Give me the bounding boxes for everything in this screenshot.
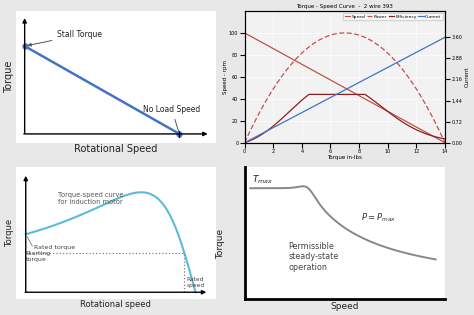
Title: Torque - Speed Curve  -  2 wire 393: Torque - Speed Curve - 2 wire 393 xyxy=(296,4,393,9)
X-axis label: Speed: Speed xyxy=(330,302,359,311)
Y-axis label: Torque: Torque xyxy=(4,61,14,93)
Power xyxy=(242,141,247,145)
Power xyxy=(368,39,374,43)
Power xyxy=(321,36,327,40)
Efficiency xyxy=(242,141,247,145)
Text: Torque-speed curve
for induction motor: Torque-speed curve for induction motor xyxy=(57,192,123,205)
Current xyxy=(368,75,374,78)
Power xyxy=(388,54,393,58)
Speed xyxy=(442,141,448,145)
X-axis label: Torque in-lbs: Torque in-lbs xyxy=(328,155,362,160)
Power xyxy=(342,31,347,35)
Power xyxy=(266,94,272,98)
Text: Rated
speed: Rated speed xyxy=(186,277,204,288)
Line: Current: Current xyxy=(245,37,445,143)
Efficiency xyxy=(368,97,374,100)
Efficiency xyxy=(308,93,313,96)
Text: Torque: Torque xyxy=(216,229,225,259)
Line: Efficiency: Efficiency xyxy=(245,94,445,143)
X-axis label: Rotational speed: Rotational speed xyxy=(80,301,151,309)
Line: Power: Power xyxy=(245,33,445,143)
Efficiency xyxy=(266,128,272,132)
Power xyxy=(442,141,448,145)
Current xyxy=(387,64,393,68)
Efficiency xyxy=(387,111,392,115)
Power xyxy=(387,53,392,57)
Speed xyxy=(387,111,393,115)
Current xyxy=(386,65,392,68)
Text: Permissible
steady-state
operation: Permissible steady-state operation xyxy=(289,242,339,272)
Y-axis label: Torque: Torque xyxy=(5,219,14,247)
Y-axis label: Current: Current xyxy=(465,66,470,87)
Speed xyxy=(386,110,392,114)
Speed xyxy=(307,67,313,71)
Efficiency xyxy=(321,93,327,96)
Y-axis label: Speed - rpm: Speed - rpm xyxy=(223,60,228,94)
Efficiency xyxy=(442,137,448,141)
Current xyxy=(442,35,448,39)
Text: $T_{max}$: $T_{max}$ xyxy=(252,173,273,186)
Efficiency xyxy=(307,93,312,96)
Current xyxy=(321,99,327,103)
X-axis label: Rotational Speed: Rotational Speed xyxy=(74,144,157,154)
Text: $P=P_{max}$: $P=P_{max}$ xyxy=(361,211,396,224)
Legend: Speed, Power, Efficiency, Current: Speed, Power, Efficiency, Current xyxy=(343,13,443,20)
Line: Speed: Speed xyxy=(245,33,445,143)
Power xyxy=(307,44,313,48)
Text: Starting
torque: Starting torque xyxy=(26,237,51,262)
Speed xyxy=(321,74,327,78)
Speed xyxy=(242,31,247,35)
Text: Stall Torque: Stall Torque xyxy=(28,30,102,46)
Current xyxy=(307,106,313,110)
Text: No Load Speed: No Load Speed xyxy=(143,105,201,131)
Speed xyxy=(266,44,272,48)
Current xyxy=(242,141,247,145)
Efficiency xyxy=(388,112,393,116)
Text: Rated torque: Rated torque xyxy=(34,245,75,250)
Speed xyxy=(368,100,374,104)
Current xyxy=(266,128,272,132)
